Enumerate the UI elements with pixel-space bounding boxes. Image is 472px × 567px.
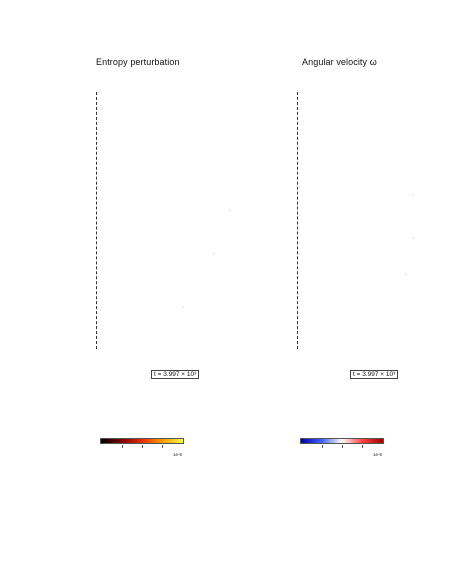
time-label: t = 3.997 × 10³ [151,370,200,379]
colorbar-scale-label: 1e-5 [373,452,383,457]
colorbar-tick [322,445,323,448]
colorbar-tick [362,445,363,448]
panel-axis-line [297,92,298,349]
field-speck [405,274,406,275]
edge-fragment: ' [413,236,414,241]
panel-title: Entropy perturbation [96,57,180,67]
colorbar-tick [122,445,123,448]
colorbar-tick [142,445,143,448]
field-speck [183,307,184,308]
field-speck [213,253,214,254]
colorbar-scale-label: 1e-5 [173,452,183,457]
time-label: t = 3.997 × 10³ [350,370,399,379]
angular-velocity-colorbar [300,438,384,444]
entropy-colorbar [100,438,184,444]
panel-title: Angular velocity ω [302,57,377,67]
panel-axis-line [96,92,97,349]
colorbar-tick [162,445,163,448]
colorbar-tick [342,445,343,448]
field-speck [229,210,230,211]
edge-fragment: ' [413,193,414,198]
